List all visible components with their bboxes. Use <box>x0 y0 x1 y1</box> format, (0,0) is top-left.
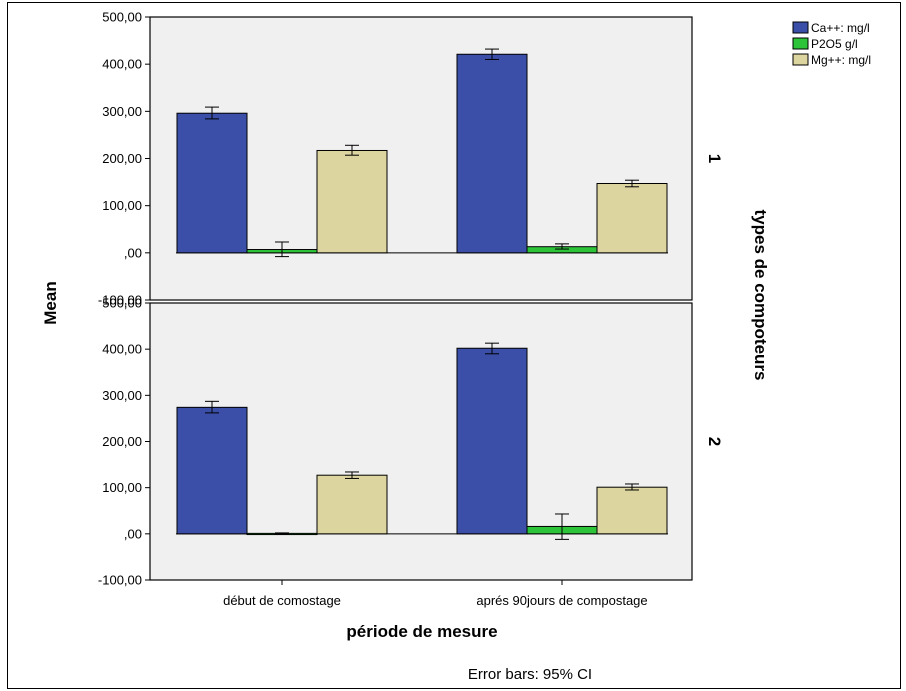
panel-2: -100,00 ,00 100,00 200,00 300,00 400,00 500,00… <box>98 296 724 588</box>
y-tick-label: 400,00 <box>102 342 142 357</box>
x-tick-label: aprés 90jours de compostage <box>476 593 647 608</box>
bar <box>456 53 528 254</box>
y-axis-title: Mean <box>41 281 60 324</box>
y-tick-label: 400,00 <box>102 57 142 72</box>
bar <box>456 347 528 535</box>
y-tick-label: -100,00 <box>98 293 142 308</box>
y-tick-label: 100,00 <box>102 480 142 495</box>
y-tick-label: 500,00 <box>102 10 142 25</box>
y-tick-label: ,00 <box>124 526 142 541</box>
y-tick-label: ,00 <box>124 245 142 260</box>
bar <box>176 406 248 535</box>
facet-title: types de compoteurs <box>751 210 770 381</box>
x-tick-label: début de comostage <box>223 593 341 608</box>
y-tick-label: 200,00 <box>102 151 142 166</box>
legend-label: Ca++: mg/l <box>811 21 870 35</box>
facet-row-label: 1 <box>705 154 724 163</box>
panel-1: -100,00 ,00 100,00 200,00 300,00 400,00 500,00… <box>98 10 724 308</box>
y-tick-label: 300,00 <box>102 104 142 119</box>
legend-swatch <box>792 53 809 66</box>
bar <box>316 149 388 254</box>
facet-row-label: 2 <box>705 437 724 446</box>
y-tick-label: 100,00 <box>102 198 142 213</box>
legend-label: P2O5 g/l <box>811 37 858 51</box>
legend-swatch <box>792 21 809 34</box>
y-tick-label: -100,00 <box>98 573 142 588</box>
legend-swatch <box>792 37 809 50</box>
bar <box>596 486 668 535</box>
y-tick-label: 200,00 <box>102 434 142 449</box>
y-tick-label: 500,00 <box>102 296 142 311</box>
bar <box>176 112 248 254</box>
chart-panels: -100,00 ,00 100,00 200,00 300,00 400,00 500,00… <box>98 10 724 609</box>
error-bar-note: Error bars: 95% CI <box>468 666 592 683</box>
x-axis-title: période de mesure <box>346 622 497 641</box>
legend: Ca++: mg/l P2O5 g/l Mg++: mg/l <box>792 21 871 67</box>
x-axis: début de comostage aprés 90jours de compo… <box>223 580 648 608</box>
legend-label: Mg++: mg/l <box>811 53 871 67</box>
bar <box>596 182 668 254</box>
bar <box>316 474 388 535</box>
y-tick-label: 300,00 <box>102 388 142 403</box>
